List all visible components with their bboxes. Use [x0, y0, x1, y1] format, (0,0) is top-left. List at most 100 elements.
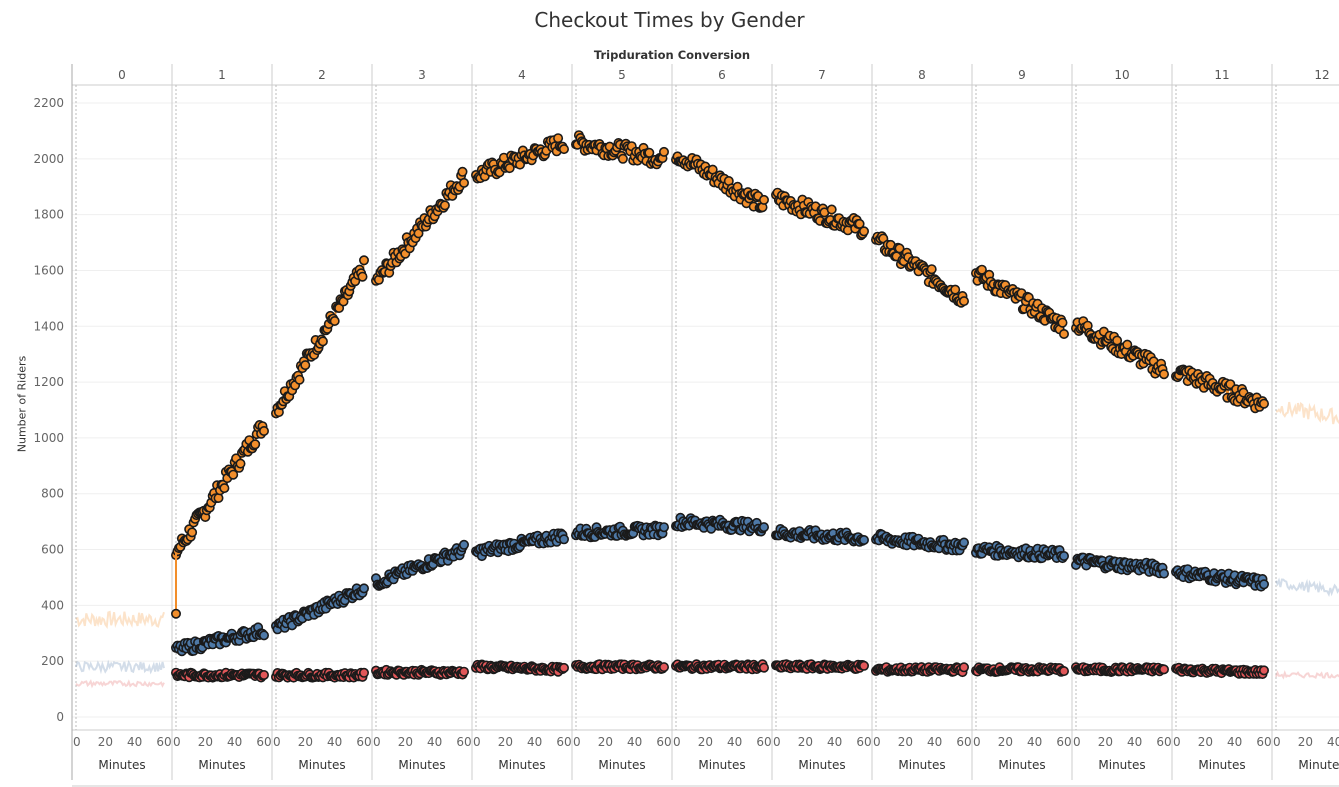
x-tick-label: 0 [773, 735, 781, 749]
x-tick-label: 60 [756, 735, 771, 749]
data-point [958, 662, 969, 673]
series-line-faded [75, 679, 165, 689]
data-point [514, 159, 525, 170]
data-point [1159, 664, 1170, 675]
panel-header-label: 10 [1114, 68, 1129, 82]
x-axis-label: Minutes [898, 758, 945, 772]
x-tick-label: 20 [698, 735, 713, 749]
panel-header-label: 1 [218, 68, 226, 82]
x-axis-label: Minutes [398, 758, 445, 772]
data-point [504, 163, 515, 174]
data-point [258, 425, 269, 436]
data-point [187, 527, 198, 538]
data-point [617, 153, 628, 164]
data-point [458, 539, 469, 550]
data-point [758, 194, 769, 205]
series-line-faded [1275, 670, 1339, 680]
data-point [300, 360, 311, 371]
x-tick-label: 40 [427, 735, 442, 749]
x-tick-label: 40 [927, 735, 942, 749]
data-point [358, 667, 369, 678]
x-axis-label: Minutes [1098, 758, 1145, 772]
x-tick-label: 60 [1256, 735, 1271, 749]
data-point [1259, 665, 1270, 676]
x-tick-label: 40 [1227, 735, 1242, 749]
y-tick-label: 400 [41, 598, 64, 612]
x-tick-label: 40 [527, 735, 542, 749]
data-point [458, 177, 469, 188]
panel-header-label: 2 [318, 68, 326, 82]
x-tick-label: 60 [556, 735, 571, 749]
x-axis-label: Minutes [998, 758, 1045, 772]
data-point [1259, 579, 1270, 590]
data-point [294, 374, 305, 385]
data-point [1259, 398, 1270, 409]
panel-header-label: 4 [518, 68, 526, 82]
x-tick-label: 0 [1073, 735, 1081, 749]
data-point [950, 284, 961, 295]
data-point [228, 469, 239, 480]
x-tick-label: 40 [827, 735, 842, 749]
data-point [558, 144, 569, 155]
panel-header-label: 5 [618, 68, 626, 82]
data-point [958, 537, 969, 548]
y-tick-label: 1800 [33, 208, 64, 222]
data-point [558, 662, 569, 673]
panel-header-label: 7 [818, 68, 826, 82]
x-tick-label: 0 [1273, 735, 1281, 749]
x-tick-label: 20 [1298, 735, 1313, 749]
data-point [826, 204, 837, 215]
data-point [1122, 339, 1133, 350]
x-tick-label: 0 [173, 735, 181, 749]
x-tick-label: 0 [473, 735, 481, 749]
series-line-faded [1276, 401, 1339, 425]
x-tick-label: 40 [227, 735, 242, 749]
data-point [1059, 666, 1070, 677]
x-tick-label: 20 [98, 735, 113, 749]
x-tick-label: 0 [273, 735, 281, 749]
data-point [976, 264, 987, 275]
x-tick-label: 20 [1198, 735, 1213, 749]
data-point [958, 296, 969, 307]
data-series [75, 130, 1339, 689]
data-point [1059, 550, 1070, 561]
data-point [258, 630, 269, 641]
data-point [854, 218, 865, 229]
data-point [894, 243, 905, 254]
data-point [758, 662, 769, 673]
x-tick-label: 20 [898, 735, 913, 749]
series-line-faded [75, 610, 165, 630]
axes: 0200400600800100012001400160018002000220… [33, 68, 1339, 772]
x-tick-label: 40 [627, 735, 642, 749]
x-axis-label: Minutes [198, 758, 245, 772]
data-point [250, 439, 261, 450]
data-point [553, 133, 564, 144]
data-point [458, 666, 469, 677]
x-axis-label: Minutes [1298, 758, 1339, 772]
x-tick-label: 20 [998, 735, 1013, 749]
x-tick-label: 60 [256, 735, 271, 749]
x-tick-label: 60 [356, 735, 371, 749]
data-point [258, 669, 269, 680]
x-tick-label: 60 [1156, 735, 1171, 749]
data-point [439, 200, 450, 211]
x-tick-label: 0 [673, 735, 681, 749]
data-point [235, 458, 246, 469]
chart-title: Checkout Times by Gender [534, 8, 805, 32]
x-tick-label: 60 [1056, 735, 1071, 749]
data-point [858, 534, 869, 545]
x-tick-label: 20 [398, 735, 413, 749]
x-tick-label: 20 [198, 735, 213, 749]
x-tick-label: 0 [573, 735, 581, 749]
y-tick-label: 800 [41, 487, 64, 501]
x-axis-label: Minutes [698, 758, 745, 772]
data-point [358, 255, 369, 266]
series-line-faded [75, 659, 165, 675]
x-axis-label: Minutes [98, 758, 145, 772]
data-point [658, 662, 669, 673]
data-point [758, 522, 769, 533]
panel-header-label: 0 [118, 68, 126, 82]
data-point [457, 166, 468, 177]
x-axis-label: Minutes [498, 758, 545, 772]
data-point [1057, 317, 1068, 328]
